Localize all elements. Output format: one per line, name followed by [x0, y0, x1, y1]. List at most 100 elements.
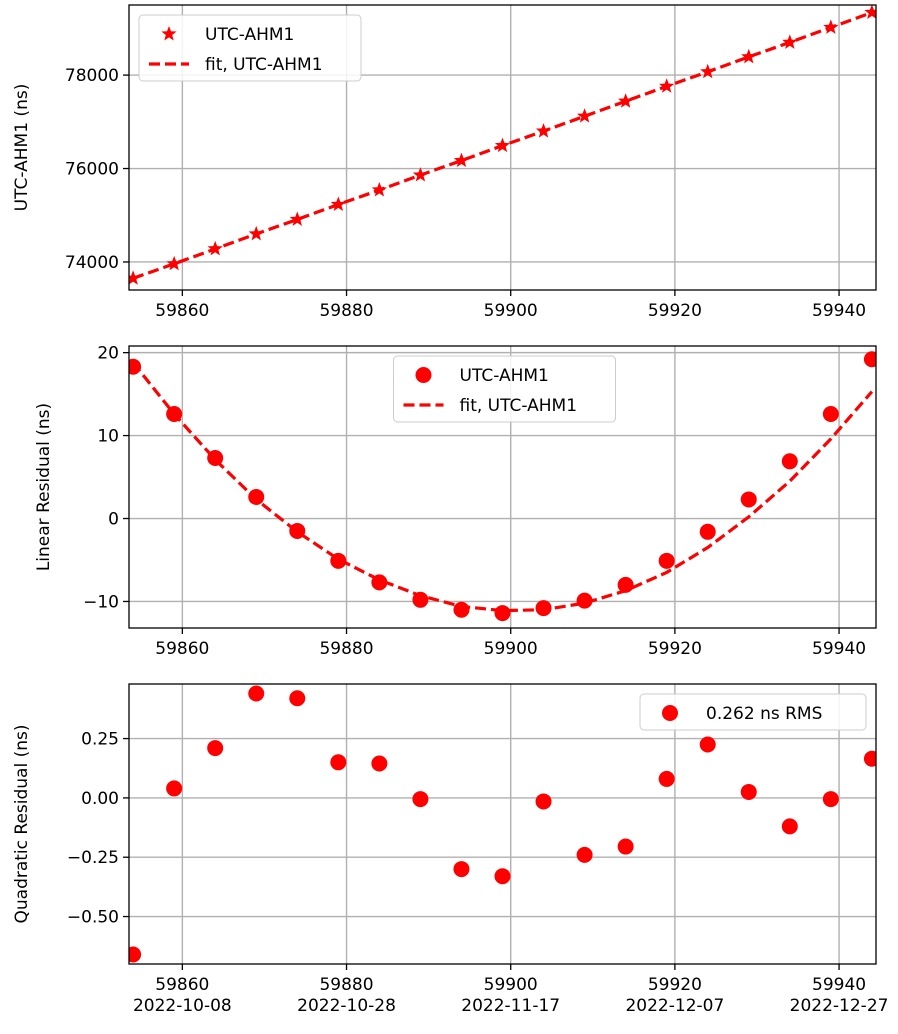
data-point [289, 690, 306, 707]
data-point [166, 780, 183, 797]
data-point [330, 552, 347, 569]
data-point [129, 946, 142, 963]
plot-area [129, 685, 876, 963]
y-axis-label: Linear Residual (ns) [34, 403, 54, 571]
data-point [659, 78, 675, 93]
data-point [166, 406, 183, 423]
data-point [453, 601, 470, 618]
chart-panel-3: 59860 2022-10-08 59880 2022-10-28 59900 2022-… [12, 683, 889, 1016]
y-tick-label: 78000 [65, 66, 119, 86]
data-point [289, 211, 305, 226]
legend-marker-swatch [415, 367, 432, 383]
x-tick-label: 59920 [648, 639, 702, 659]
data-point [535, 793, 552, 810]
plot-area [129, 351, 876, 622]
y-tick-label: −10 [83, 592, 119, 612]
data-point [494, 137, 511, 153]
data-point [166, 255, 182, 271]
data-point [412, 167, 429, 182]
data-point [535, 600, 552, 617]
data-point [576, 592, 593, 609]
data-point [658, 552, 675, 569]
data-point [618, 93, 634, 108]
x-tick-label: 59860 2022-10-08 [133, 975, 232, 1016]
y-axis-label: UTC-AHM1 (ns) [12, 84, 32, 212]
data-point [330, 754, 347, 771]
data-point [823, 19, 839, 34]
data-point [699, 523, 716, 540]
data-point [412, 791, 429, 808]
y-tick-label: 0.00 [81, 789, 119, 809]
x-tick-label: 59900 2022-11-17 [461, 975, 560, 1016]
legend-frame [138, 14, 362, 82]
data-point [699, 736, 716, 753]
x-tick-label: 59880 [319, 301, 373, 321]
data-point [863, 750, 876, 767]
data-point [289, 522, 306, 539]
x-tick-label: 59940 [812, 301, 866, 321]
y-tick-label: 74000 [65, 253, 119, 273]
x-tick-label: 59900 [484, 301, 538, 321]
y-tick-label: −0.25 [67, 848, 119, 868]
legend-entry-label: UTC-AHM1 [205, 25, 294, 45]
data-point [453, 861, 470, 878]
x-tick-label: 59900 [484, 639, 538, 659]
data-point [207, 240, 223, 256]
data-point [617, 838, 634, 855]
data-point [248, 685, 265, 702]
data-point [412, 591, 429, 608]
legend: UTC-AHM1 fit, UTC-AHM1 [138, 14, 362, 82]
x-tick-label: 59880 [319, 639, 373, 659]
data-point [576, 108, 593, 123]
data-point [576, 846, 593, 863]
data-point [740, 783, 757, 800]
data-point [129, 358, 142, 375]
data-point [822, 406, 839, 423]
x-tick-label: 59860 [155, 301, 209, 321]
legend-entry-label: fit, UTC-AHM1 [205, 55, 323, 75]
data-point [494, 868, 511, 885]
y-axis-label: Quadratic Residual (ns) [12, 724, 32, 923]
chart-panel-2: 59860 59880 59900 59920 59940 −10 0 10 20 Linear … [34, 344, 877, 659]
data-point [330, 196, 346, 211]
legend-entry-label: 0.262 ns RMS [706, 704, 822, 724]
data-point [700, 63, 716, 79]
data-point [782, 34, 798, 49]
data-point [658, 770, 675, 787]
data-point [248, 225, 264, 241]
y-tick-label: 20 [97, 344, 119, 364]
axes-frame [128, 4, 877, 291]
data-point [371, 574, 388, 591]
data-point [129, 270, 141, 285]
data-point [740, 491, 757, 508]
legend-frame [639, 693, 867, 731]
chart-panel-1: 59860 59880 59900 59920 59940 74000 76000 78000… [12, 4, 877, 321]
legend-marker-swatch [662, 705, 678, 721]
data-point [207, 449, 224, 466]
legend-marker-swatch [161, 26, 177, 41]
legend-frame [393, 355, 616, 423]
data-point [207, 740, 224, 757]
data-point [617, 576, 634, 593]
data-point [863, 351, 876, 368]
y-tick-label: 10 [97, 427, 119, 447]
data-point [781, 453, 798, 470]
legend-entry-label: fit, UTC-AHM1 [460, 396, 578, 416]
x-tick-label: 59940 2022-12-27 [790, 975, 889, 1016]
data-point [781, 818, 798, 835]
data-point [371, 755, 388, 772]
plot-area [129, 5, 876, 285]
axes-frame [128, 345, 877, 629]
y-tick-label: 0 [108, 510, 119, 530]
x-tick-label: 59880 2022-10-28 [297, 975, 396, 1016]
data-point [741, 48, 757, 64]
data-point [864, 5, 876, 19]
y-tick-label: 76000 [65, 160, 119, 180]
data-point [822, 791, 839, 808]
data-point [494, 605, 511, 622]
legend-entry-label: UTC-AHM1 [460, 366, 549, 386]
data-point [453, 152, 470, 168]
x-tick-label: 59860 [155, 639, 209, 659]
data-point [371, 182, 387, 197]
data-point [535, 123, 552, 138]
